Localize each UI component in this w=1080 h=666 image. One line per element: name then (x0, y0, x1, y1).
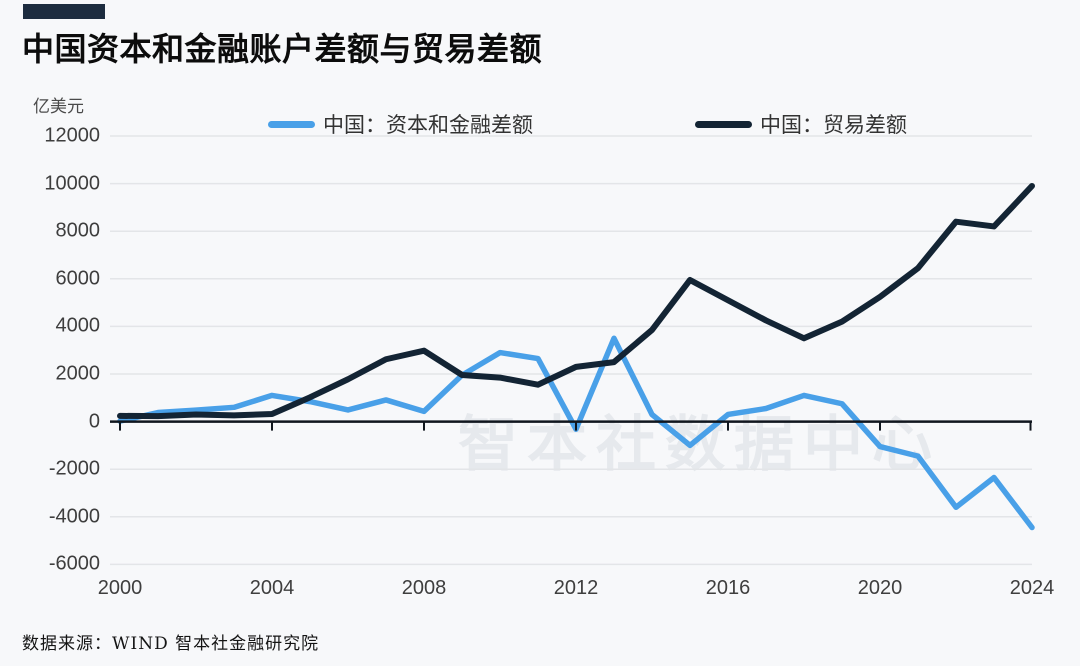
x-tick-label: 2004 (249, 577, 295, 599)
trade-balance-line (117, 182, 1035, 420)
x-tick-label: 2016 (705, 577, 751, 599)
legend-label-trade: 中国：贸易差额 (760, 113, 907, 137)
y-tick-label: 4000 (55, 314, 101, 337)
x-tick-label: 2020 (857, 577, 903, 599)
y-tick-label: -2000 (48, 457, 100, 480)
x-tick-label: 2000 (97, 577, 143, 599)
y-tick-label: 6000 (55, 267, 101, 290)
y-tick-label: -6000 (48, 552, 100, 575)
brand-bar (23, 4, 105, 19)
y-tick-label: -4000 (48, 505, 100, 528)
y-axis-unit-label: 亿美元 (33, 97, 84, 117)
legend-item-trade: 中国：贸易差额 (695, 111, 907, 137)
legend-label-capital: 中国：资本和金融差额 (323, 113, 533, 137)
y-tick-label: 12000 (44, 124, 100, 147)
page-title: 中国资本和金融账户差额与贸易差额 (22, 31, 543, 67)
legend-item-capital: 中国：资本和金融差额 (268, 111, 533, 137)
y-tick-label: 8000 (55, 219, 101, 242)
x-tick-label: 2008 (401, 577, 447, 599)
x-tick-label: 2012 (553, 577, 599, 599)
data-source: 数据来源：WIND 智本社金融研究院 (22, 634, 320, 654)
capital-line-swatch-icon (268, 120, 315, 128)
y-tick-label: 0 (88, 410, 100, 433)
y-tick-label: 2000 (55, 362, 101, 385)
y-tick-label: 10000 (44, 172, 100, 195)
trade-line-swatch-icon (695, 120, 752, 128)
x-tick-label: 2024 (1009, 577, 1055, 599)
